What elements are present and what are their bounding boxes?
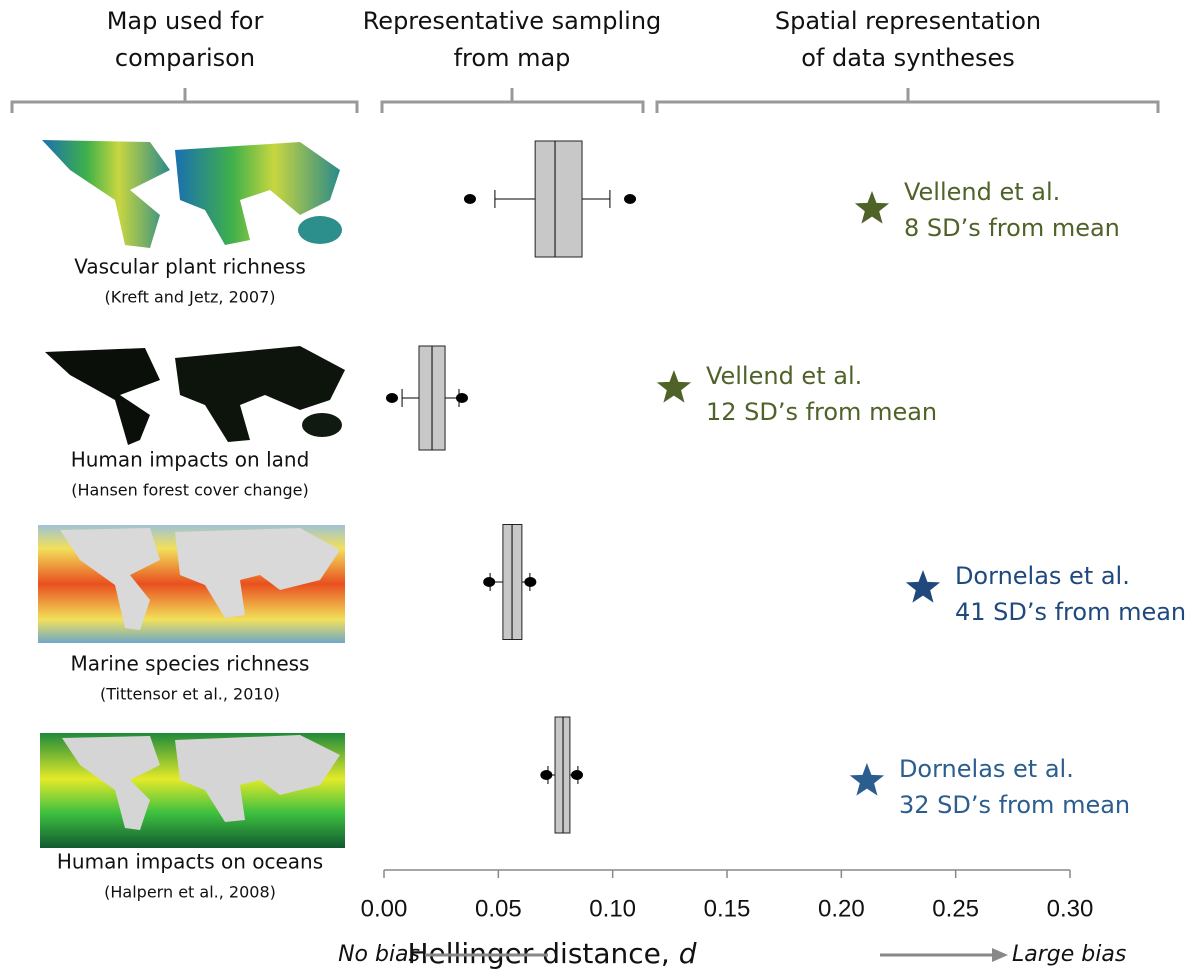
- star-label: Dornelas et al.: [899, 755, 1074, 783]
- bracket: [380, 88, 645, 113]
- bracket: [10, 88, 359, 113]
- map-source: (Tittensor et al., 2010): [100, 685, 280, 704]
- map-source: (Hansen forest cover change): [71, 481, 309, 500]
- column-header: Map used for: [107, 7, 264, 35]
- column-header: of data syntheses: [801, 44, 1015, 72]
- map-title: Human impacts on oceans: [57, 850, 323, 874]
- column-header: from map: [454, 44, 571, 72]
- star-label: 32 SD’s from mean: [899, 791, 1130, 819]
- map-marine: [38, 525, 345, 643]
- map-title: Marine species richness: [71, 652, 310, 676]
- column-header: Representative sampling: [363, 7, 662, 35]
- star-label: Vellend et al.: [904, 178, 1060, 206]
- map-source: (Halpern et al., 2008): [104, 883, 276, 902]
- star: [854, 191, 890, 224]
- map-oceans: [40, 733, 345, 848]
- outlier: [524, 577, 537, 587]
- star: [656, 370, 692, 403]
- outlier: [540, 770, 553, 780]
- x-tick-label: 0.20: [818, 895, 865, 922]
- star: [905, 570, 941, 603]
- x-tick-label: 0.25: [932, 895, 979, 922]
- x-tick-label: 0.15: [704, 895, 751, 922]
- outlier: [570, 770, 583, 780]
- x-tick-label: 0.10: [589, 895, 636, 922]
- brackets: [10, 88, 1160, 113]
- x-axis-label-var: d: [679, 937, 697, 970]
- outlier: [624, 194, 637, 204]
- map-source: (Kreft and Jetz, 2007): [104, 288, 275, 307]
- map-land: [45, 346, 345, 445]
- bracket: [655, 88, 1160, 113]
- outlier: [463, 194, 476, 204]
- column-header: comparison: [115, 44, 255, 72]
- map-title: Vascular plant richness: [74, 255, 306, 279]
- column-header: Spatial representation: [775, 7, 1041, 35]
- outlier: [455, 393, 468, 403]
- box: [534, 140, 583, 258]
- star-label: 41 SD’s from mean: [955, 598, 1186, 626]
- map-title: Human impacts on land: [71, 448, 310, 472]
- star-label: 12 SD’s from mean: [706, 398, 937, 426]
- star-label: Dornelas et al.: [955, 562, 1130, 590]
- arrow-head: [992, 948, 1008, 962]
- x-tick-label: 0.30: [1047, 895, 1094, 922]
- left-annotation: No bias: [338, 942, 420, 967]
- map-plants: [42, 140, 342, 248]
- star-label: 8 SD’s from mean: [904, 214, 1120, 242]
- x-tick-label: 0.00: [361, 895, 408, 922]
- outlier: [483, 577, 496, 587]
- map-images: [38, 140, 345, 848]
- x-tick-label: 0.05: [475, 895, 522, 922]
- outlier: [386, 393, 399, 403]
- star: [849, 763, 885, 796]
- right-annotation: Large bias: [1012, 942, 1126, 967]
- star-label: Vellend et al.: [706, 362, 862, 390]
